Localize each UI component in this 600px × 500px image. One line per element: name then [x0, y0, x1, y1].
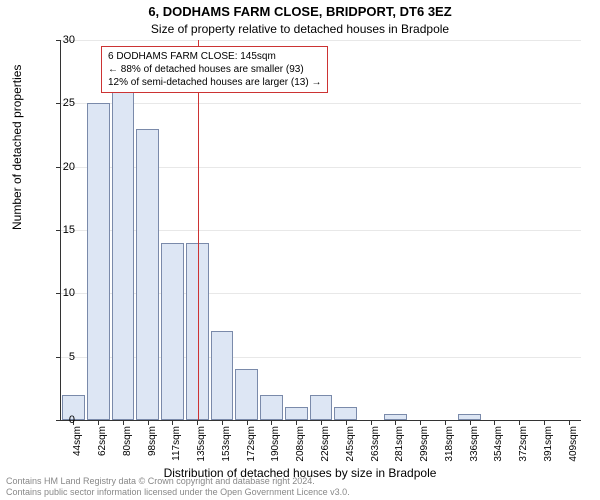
xtick-mark — [222, 420, 223, 425]
y-axis-label: Number of detached properties — [10, 65, 24, 230]
ytick-label: 10 — [63, 287, 75, 299]
bar — [260, 395, 283, 420]
xtick-label: 372sqm — [518, 426, 529, 476]
xtick-label: 354sqm — [493, 426, 504, 476]
ytick-mark — [56, 420, 61, 421]
bar — [334, 407, 357, 420]
plot-area: 6 DODHAMS FARM CLOSE: 145sqm← 88% of det… — [60, 40, 581, 421]
xtick-mark — [494, 420, 495, 425]
chart-title-main: 6, DODHAMS FARM CLOSE, BRIDPORT, DT6 3EZ — [0, 4, 600, 19]
xtick-label: 153sqm — [221, 426, 232, 476]
ytick-mark — [56, 293, 61, 294]
bar — [112, 91, 135, 420]
xtick-mark — [271, 420, 272, 425]
xtick-mark — [197, 420, 198, 425]
xtick-label: 245sqm — [345, 426, 356, 476]
xtick-label: 226sqm — [320, 426, 331, 476]
xtick-label: 263sqm — [370, 426, 381, 476]
ytick-mark — [56, 40, 61, 41]
xtick-label: 172sqm — [246, 426, 257, 476]
xtick-label: 208sqm — [295, 426, 306, 476]
footer-attribution: Contains HM Land Registry data © Crown c… — [6, 476, 350, 498]
xtick-mark — [296, 420, 297, 425]
ytick-mark — [56, 230, 61, 231]
xtick-mark — [470, 420, 471, 425]
xtick-label: 318sqm — [444, 426, 455, 476]
xtick-label: 135sqm — [196, 426, 207, 476]
footer-line2: Contains public sector information licen… — [6, 487, 350, 498]
annotation-line: ← 88% of detached houses are smaller (93… — [108, 63, 321, 76]
gridline — [61, 40, 581, 41]
xtick-mark — [247, 420, 248, 425]
bar — [136, 129, 159, 420]
bar — [211, 331, 234, 420]
reference-line — [198, 40, 199, 420]
bar — [310, 395, 333, 420]
xtick-label: 391sqm — [543, 426, 554, 476]
ytick-label: 5 — [69, 351, 75, 363]
annotation-line: 6 DODHAMS FARM CLOSE: 145sqm — [108, 50, 321, 63]
ytick-label: 15 — [63, 224, 75, 236]
xtick-label: 98sqm — [147, 426, 158, 476]
bar — [161, 243, 184, 420]
bar — [87, 103, 110, 420]
xtick-mark — [321, 420, 322, 425]
ytick-mark — [56, 357, 61, 358]
chart-container: 6 DODHAMS FARM CLOSE: 145sqm← 88% of det… — [60, 40, 580, 420]
xtick-mark — [569, 420, 570, 425]
xtick-label: 409sqm — [568, 426, 579, 476]
xtick-mark — [519, 420, 520, 425]
xtick-mark — [172, 420, 173, 425]
xtick-mark — [420, 420, 421, 425]
xtick-label: 80sqm — [122, 426, 133, 476]
xtick-mark — [346, 420, 347, 425]
xtick-label: 299sqm — [419, 426, 430, 476]
ytick-label: 20 — [63, 161, 75, 173]
xtick-label: 281sqm — [394, 426, 405, 476]
xtick-mark — [123, 420, 124, 425]
xtick-mark — [98, 420, 99, 425]
bar — [235, 369, 258, 420]
xtick-label: 44sqm — [72, 426, 83, 476]
xtick-mark — [445, 420, 446, 425]
xtick-label: 190sqm — [270, 426, 281, 476]
ytick-label: 25 — [63, 97, 75, 109]
xtick-label: 117sqm — [171, 426, 182, 476]
bar — [186, 243, 209, 420]
xtick-mark — [371, 420, 372, 425]
xtick-mark — [148, 420, 149, 425]
xtick-label: 336sqm — [469, 426, 480, 476]
ytick-label: 30 — [63, 34, 75, 46]
ytick-mark — [56, 167, 61, 168]
xtick-mark — [544, 420, 545, 425]
xtick-mark — [395, 420, 396, 425]
ytick-label: 0 — [69, 414, 75, 426]
chart-title-sub: Size of property relative to detached ho… — [0, 22, 600, 36]
ytick-mark — [56, 103, 61, 104]
annotation-box: 6 DODHAMS FARM CLOSE: 145sqm← 88% of det… — [101, 46, 328, 93]
bar — [285, 407, 308, 420]
xtick-label: 62sqm — [97, 426, 108, 476]
gridline — [61, 103, 581, 104]
footer-line1: Contains HM Land Registry data © Crown c… — [6, 476, 350, 487]
annotation-line: 12% of semi-detached houses are larger (… — [108, 76, 321, 89]
